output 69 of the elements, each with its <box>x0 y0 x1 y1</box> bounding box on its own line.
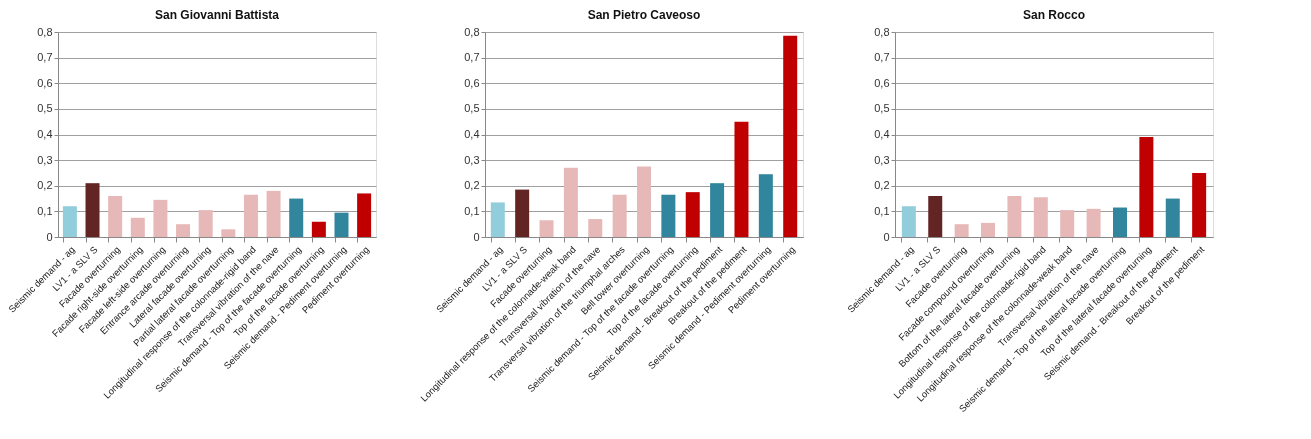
bar <box>1192 172 1207 237</box>
bar <box>515 189 530 237</box>
y-tick-label: 0,6 <box>464 76 480 89</box>
y-tick-label: 0,5 <box>464 102 480 115</box>
bar <box>266 190 281 237</box>
y-tick-label: 0,4 <box>874 128 890 140</box>
chart-title: San Pietro Caveoso <box>587 8 701 22</box>
bar <box>901 206 916 237</box>
y-tick-label: 0,6 <box>37 76 53 89</box>
bar <box>490 202 505 237</box>
bar <box>221 229 236 237</box>
bar <box>130 217 145 237</box>
bar <box>637 166 651 237</box>
y-tick-label: 0,2 <box>37 179 53 192</box>
y-tick-label: 0,7 <box>874 51 890 64</box>
bar <box>85 183 100 237</box>
y-tick-label: 0,3 <box>37 153 53 166</box>
bar <box>62 206 77 237</box>
bar <box>1112 207 1127 237</box>
bar <box>1086 208 1101 237</box>
bar <box>1060 210 1075 237</box>
bar <box>1007 196 1022 237</box>
bar <box>198 210 213 237</box>
bar <box>1139 137 1154 237</box>
bar <box>661 194 676 237</box>
bar <box>612 194 627 237</box>
bar <box>289 198 304 237</box>
y-tick-label: 0 <box>46 230 53 243</box>
chart-title: San Rocco <box>1022 8 1086 22</box>
y-tick-label: 0,1 <box>37 204 53 217</box>
bar <box>710 183 725 237</box>
bar <box>108 196 123 237</box>
bar <box>758 174 773 237</box>
bar <box>685 192 700 237</box>
bar <box>1165 198 1180 237</box>
bar <box>176 224 191 237</box>
y-tick-label: 0,3 <box>874 153 890 166</box>
y-tick-label: 0 <box>883 230 890 243</box>
y-tick-label: 0,6 <box>874 76 890 89</box>
y-tick-label: 0,3 <box>464 153 480 166</box>
bar <box>311 221 326 237</box>
y-tick-label: 0,5 <box>874 102 890 115</box>
bar <box>563 167 578 237</box>
y-tick-label: 0,2 <box>464 179 480 192</box>
y-tick-label: 0,2 <box>874 179 890 192</box>
bar <box>357 193 372 237</box>
y-tick-label: 0,4 <box>464 128 480 140</box>
y-tick-label: 0,1 <box>874 204 890 217</box>
chart-title: San Giovanni Battista <box>154 8 280 22</box>
bar <box>954 224 969 237</box>
y-tick-label: 0,8 <box>37 25 53 38</box>
bar <box>928 196 943 237</box>
bar <box>981 222 996 237</box>
y-tick-label: 0,7 <box>37 51 53 64</box>
bar <box>734 121 749 237</box>
bar <box>334 212 349 237</box>
y-tick-label: 0,1 <box>464 204 480 217</box>
y-tick-label: 0,7 <box>464 51 480 64</box>
y-tick-label: 0 <box>473 230 480 243</box>
bar <box>1033 197 1048 237</box>
bar <box>539 220 554 237</box>
bar <box>153 199 168 237</box>
y-tick-label: 0,4 <box>37 128 53 140</box>
y-tick-label: 0,8 <box>464 25 480 38</box>
bar <box>783 35 798 237</box>
bar <box>588 219 603 237</box>
y-tick-label: 0,5 <box>37 102 53 115</box>
y-tick-label: 0,8 <box>874 25 890 38</box>
bar <box>243 194 258 237</box>
